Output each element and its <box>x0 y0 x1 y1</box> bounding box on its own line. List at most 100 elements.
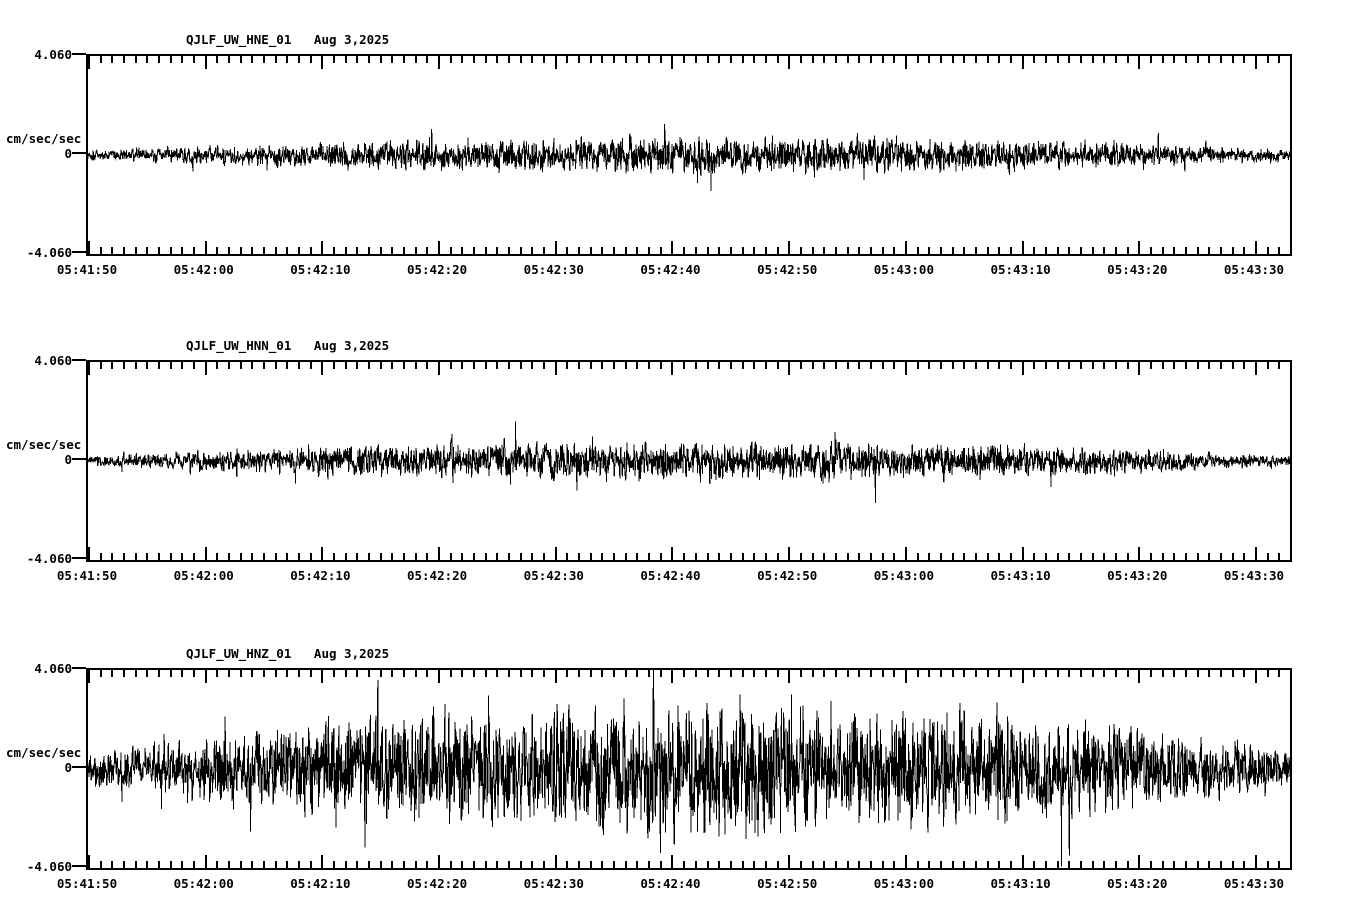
x-tick-mark-top <box>134 670 137 677</box>
x-tick-mark-bottom <box>461 247 464 254</box>
x-tick-mark-bottom <box>414 861 417 868</box>
x-tick-mark-top <box>88 362 90 375</box>
x-tick-mark-bottom <box>508 247 511 254</box>
x-tick-mark-top <box>589 362 592 369</box>
x-tick-mark-top <box>648 362 651 369</box>
x-tick-mark-top <box>1254 362 1257 375</box>
x-tick-mark-top <box>998 362 1001 369</box>
x-tick-mark-top <box>531 670 534 677</box>
x-tick-mark-bottom <box>566 247 569 254</box>
x-tick-mark-top <box>1243 56 1246 63</box>
x-tick-mark-bottom <box>123 553 125 560</box>
x-tick-mark-bottom <box>1149 553 1152 560</box>
x-tick-mark-bottom <box>169 247 172 254</box>
x-tick-mark-top <box>111 670 114 677</box>
x-tick-mark-bottom <box>951 861 954 868</box>
x-tick-mark-top <box>1278 56 1281 63</box>
x-tick-mark-top <box>368 670 371 677</box>
x-tick-mark-top <box>904 362 907 375</box>
y-tick-label: -4.060 <box>26 551 72 566</box>
x-tick-mark-top <box>1173 362 1176 369</box>
x-tick-mark-top <box>1079 670 1082 677</box>
x-tick-mark-top <box>1033 670 1036 677</box>
x-tick-mark-top <box>473 362 476 369</box>
x-tick-mark-bottom <box>753 861 756 868</box>
x-tick-mark-bottom <box>729 861 732 868</box>
x-tick-label: 05:42:20 <box>406 568 468 583</box>
x-tick-mark-top <box>1196 362 1199 369</box>
x-tick-mark-top <box>601 56 604 63</box>
x-tick-label: 05:42:30 <box>523 262 584 277</box>
x-tick-mark-top <box>461 56 464 63</box>
x-tick-mark-bottom <box>1161 247 1164 254</box>
x-tick-mark-top <box>356 670 359 677</box>
x-tick-mark-top <box>683 670 686 677</box>
x-tick-mark-bottom <box>344 247 347 254</box>
x-tick-mark-bottom <box>391 247 394 254</box>
x-tick-mark-bottom <box>706 247 709 254</box>
x-tick-mark-top <box>869 56 872 63</box>
x-tick-mark-bottom <box>379 553 382 560</box>
x-tick-mark-top <box>228 362 231 369</box>
x-tick-mark-bottom <box>951 247 954 254</box>
x-tick-mark-top <box>881 670 884 677</box>
x-tick-mark-bottom <box>298 247 301 254</box>
x-tick-mark-bottom <box>893 247 896 254</box>
x-tick-mark-bottom <box>963 553 966 560</box>
x-tick-mark-top <box>1103 670 1106 677</box>
x-tick-mark-bottom <box>1196 861 1199 868</box>
x-tick-mark-top <box>753 56 756 63</box>
x-tick-mark-top <box>298 362 301 369</box>
x-tick-mark-bottom <box>1184 553 1187 560</box>
x-tick-mark-bottom <box>846 861 849 868</box>
x-tick-mark-top <box>519 362 522 369</box>
x-tick-mark-top <box>1161 362 1164 369</box>
x-tick-mark-top <box>776 670 779 677</box>
x-tick-mark-top <box>1033 56 1036 63</box>
x-tick-mark-top <box>834 56 837 63</box>
x-tick-mark-bottom <box>1161 553 1164 560</box>
x-tick-mark-top <box>146 56 149 63</box>
x-tick-mark-bottom <box>496 247 499 254</box>
x-tick-mark-bottom <box>858 247 861 254</box>
x-tick-mark-top <box>1056 56 1059 63</box>
x-tick-mark-bottom <box>928 861 931 868</box>
x-tick-mark-bottom <box>1290 861 1292 868</box>
x-tick-mark-bottom <box>834 861 837 868</box>
x-tick-mark-top <box>986 362 989 369</box>
x-tick-mark-top <box>333 670 336 677</box>
x-tick-mark-bottom <box>823 553 826 560</box>
x-tick-mark-bottom <box>1254 855 1257 868</box>
x-tick-mark-top <box>134 362 137 369</box>
x-tick-label: 05:43:10 <box>990 262 1051 277</box>
x-tick-mark-top <box>1056 670 1059 677</box>
x-tick-mark-bottom <box>1114 861 1117 868</box>
x-tick-mark-top <box>1149 670 1152 677</box>
x-tick-mark-bottom <box>566 861 569 868</box>
x-tick-mark-top <box>368 362 371 369</box>
x-tick-mark-bottom <box>508 861 511 868</box>
x-tick-mark-top <box>251 670 254 677</box>
panel-title: QJLF_UW_HNE_01 Aug 3,2025 <box>186 32 390 47</box>
x-tick-mark-top <box>916 362 919 369</box>
y-axis-unit-label: cm/sec/sec <box>6 131 82 146</box>
x-tick-mark-bottom <box>799 861 802 868</box>
x-tick-mark-top <box>1138 670 1141 683</box>
x-tick-mark-top <box>764 670 767 677</box>
x-tick-mark-top <box>1231 362 1234 369</box>
x-tick-mark-top <box>543 362 546 369</box>
x-tick-mark-top <box>799 670 802 677</box>
x-tick-mark-bottom <box>531 861 534 868</box>
x-tick-mark-bottom <box>788 547 791 560</box>
x-tick-mark-bottom <box>706 553 709 560</box>
x-tick-mark-top <box>449 670 452 677</box>
x-tick-mark-bottom <box>1243 553 1246 560</box>
x-tick-mark-top <box>1173 670 1176 677</box>
x-tick-mark-top <box>1056 362 1059 369</box>
x-tick-mark-top <box>508 670 511 677</box>
x-tick-mark-bottom <box>309 861 312 868</box>
x-tick-mark-top <box>904 56 907 69</box>
x-tick-mark-bottom <box>974 553 977 560</box>
x-tick-mark-bottom <box>904 855 907 868</box>
x-tick-mark-top <box>543 670 546 677</box>
